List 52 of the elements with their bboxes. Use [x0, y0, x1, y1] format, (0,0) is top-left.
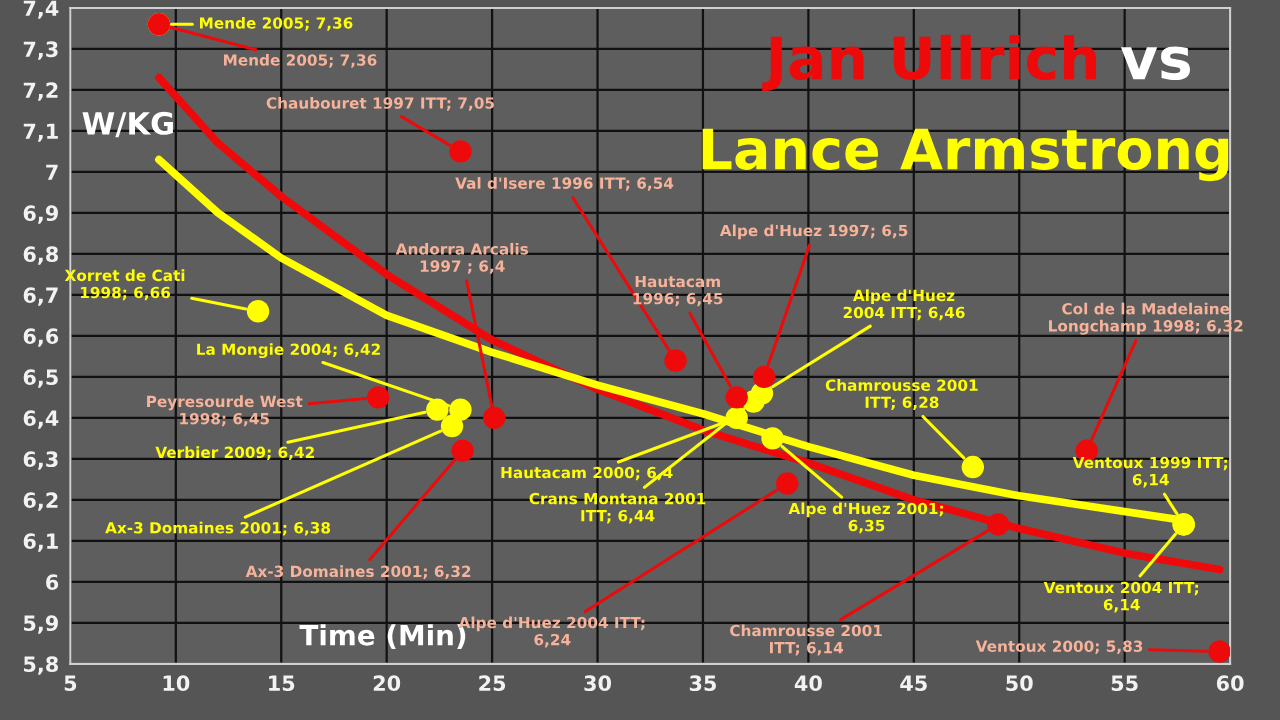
- data-label: Verbier 2009; 6,42: [155, 446, 314, 461]
- y-tick-label: 7: [46, 164, 58, 180]
- data-label: La Mongie 2004; 6,42: [197, 343, 380, 359]
- y-tick-label: 6,5: [23, 369, 58, 388]
- x-tick-label: 55: [1111, 675, 1138, 692]
- y-tick-label: 6,3: [23, 451, 58, 470]
- y-tick-label: 6,9: [23, 205, 58, 224]
- y-tick-label: 6,1: [23, 533, 58, 552]
- y-axis-title: W/KG: [82, 111, 173, 138]
- y-tick-label: 7,4: [23, 0, 59, 19]
- data-label: Chamrousse 2001 ITT; 6,14: [730, 624, 882, 656]
- x-tick-label: 50: [1006, 675, 1033, 692]
- x-tick-label: 35: [689, 675, 716, 692]
- y-tick-label: 5,8: [23, 656, 58, 675]
- data-label: Ax-3 Domaines 2001; 6,38: [105, 521, 331, 536]
- y-tick-label: 6: [46, 574, 59, 591]
- y-tick-label: 6,4: [23, 410, 59, 429]
- x-tick-label: 45: [900, 675, 927, 692]
- x-tick-label: 20: [373, 675, 401, 692]
- text: Lance Armstrong: [702, 128, 1229, 182]
- x-tick-label: 40: [794, 675, 822, 692]
- x-tick-label: 15: [269, 675, 295, 692]
- x-tick-label: 30: [584, 675, 612, 692]
- y-tick-label: 7,3: [23, 41, 58, 60]
- x-tick-label: 25: [479, 675, 506, 692]
- y-tick-label: 6,6: [23, 328, 59, 347]
- y-tick-label: 7,1: [23, 123, 58, 142]
- text: Jan Ullrich: [762, 34, 1097, 91]
- data-label: Alpe d'Huez 1997; 6,5: [719, 224, 908, 240]
- data-label: Val d'Isere 1996 ITT; 6,54: [455, 177, 674, 191]
- data-label: Ventoux 1999 ITT; 6,14: [1072, 456, 1228, 488]
- data-label: Mende 2005; 7,36: [200, 16, 353, 31]
- y-tick-label: 6,8: [23, 246, 58, 265]
- x-tick-label: 10: [163, 675, 190, 692]
- x-tick-label: 5: [64, 675, 77, 692]
- y-tick-label: 5,9: [23, 615, 58, 634]
- data-label: Chaubouret 1997 ITT; 7,05: [266, 97, 494, 111]
- x-tick-label: 60: [1216, 675, 1244, 692]
- data-label: Alpe d'Huez 2004 ITT; 6,46: [843, 289, 965, 321]
- data-label: Andorra Arcalis 1997 ; 6,4: [395, 242, 529, 274]
- data-label: Ventoux 2000; 5,83: [975, 640, 1143, 654]
- y-tick-label: 6,7: [23, 287, 58, 306]
- data-label: Mende 2005; 7,36: [224, 53, 377, 68]
- data-label: Alpe d'Huez 2001; 6,35: [788, 502, 943, 534]
- y-tick-label: 6,2: [23, 492, 58, 511]
- data-label: Chamrousse 2001 ITT; 6,28: [825, 379, 978, 410]
- data-label: Ax-3 Domaines 2001; 6,32: [245, 565, 471, 580]
- chart-title: vs: [1120, 46, 1190, 81]
- data-label: Peyresourde West 1998; 6,45: [147, 395, 303, 427]
- y-tick-label: 7,2: [23, 82, 58, 101]
- data-label: Ventoux 2004 ITT; 6,14: [1043, 581, 1199, 613]
- data-label: Crans Montana 2001 ITT; 6,44: [529, 492, 706, 524]
